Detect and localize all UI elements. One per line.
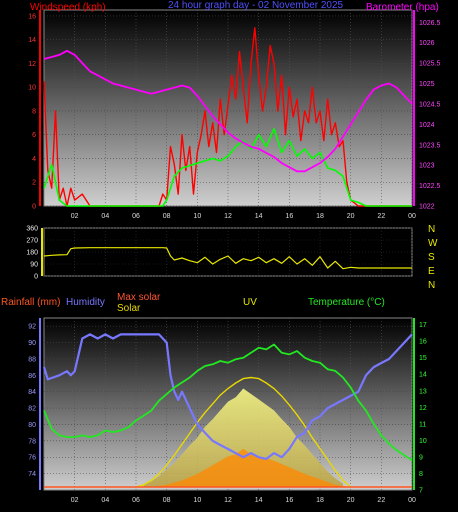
barometer-series-line <box>43 49 413 173</box>
temperature-tick-label: 14 <box>419 372 427 379</box>
windspeed-tick-label: 0 <box>32 204 36 211</box>
windspeed-tick-label: 14 <box>28 37 36 44</box>
time-tick-label: 02 <box>71 497 79 504</box>
time-tick-label: 08 <box>163 213 171 220</box>
compass-n-bottom: N <box>428 280 435 291</box>
temperature-tick-label: 8 <box>419 471 423 478</box>
barometer-tick-label: 1025.5 <box>419 61 441 68</box>
temperature-tick-label: 12 <box>419 405 427 412</box>
uv-series-area <box>151 448 351 487</box>
compass-w: W <box>428 238 438 249</box>
humidity-tick-label: 82 <box>28 406 36 413</box>
time-tick-label: 10 <box>193 213 201 220</box>
temperature-series-line <box>43 343 413 461</box>
humidity-series-line <box>42 333 413 460</box>
barometer-axis-title: Barometer (hpa) <box>366 2 439 13</box>
barometer-tick-label: 1025 <box>419 81 435 88</box>
time-tick-label: 16 <box>285 497 293 504</box>
humidity-tick-label: 78 <box>28 438 36 445</box>
direction-tick-label: 180 <box>26 250 38 257</box>
time-tick-label: 04 <box>101 497 109 504</box>
time-tick-label: 14 <box>255 213 263 220</box>
barometer-tick-label: 1026 <box>419 40 435 47</box>
time-tick-label: 08 <box>163 497 171 504</box>
humidity-axis-title: Humidity <box>66 297 105 308</box>
time-tick-label: 06 <box>132 213 140 220</box>
time-tick-label: 00 <box>408 213 416 220</box>
time-tick-label: 06 <box>132 497 140 504</box>
humidity-tick-label: 76 <box>28 455 36 462</box>
temperature-tick-label: 15 <box>419 355 427 362</box>
humidity-tick-label: 88 <box>28 356 36 363</box>
solar-series-area <box>143 388 343 487</box>
time-tick-label: 12 <box>224 213 232 220</box>
direction-tick-label: 0 <box>34 274 38 281</box>
windspeed-tick-label: 4 <box>32 156 36 163</box>
time-tick-label: 16 <box>285 213 293 220</box>
time-tick-label: 04 <box>101 213 109 220</box>
temperature-tick-label: 11 <box>419 421 426 428</box>
windspeed-tick-label: 8 <box>32 108 36 115</box>
direction-tick-label: 90 <box>30 262 38 269</box>
time-tick-label: 20 <box>347 497 355 504</box>
barometer-tick-label: 1023 <box>419 163 435 170</box>
barometer-tick-label: 1022 <box>419 204 435 211</box>
temperature-tick-label: 9 <box>419 454 423 461</box>
time-tick-label: 20 <box>347 213 355 220</box>
rainfall-axis-title: Rainfall (mm) <box>1 297 60 308</box>
temperature-tick-label: 13 <box>419 388 427 395</box>
direction-series-line <box>43 247 412 270</box>
time-tick-label: 18 <box>316 213 324 220</box>
humidity-tick-label: 86 <box>28 373 36 380</box>
compass-s: S <box>428 252 435 263</box>
time-tick-label: 14 <box>255 497 263 504</box>
windspeed-axis-title: Windspeed (kph) <box>30 2 106 13</box>
time-tick-label: 22 <box>377 213 385 220</box>
graph-title: 24 hour graph day - 02 November 2025 <box>168 0 344 11</box>
time-tick-label: 00 <box>408 497 416 504</box>
windspeed-tick-label: 16 <box>28 13 36 20</box>
humidity-tick-label: 92 <box>28 324 36 331</box>
time-tick-label: 02 <box>71 213 79 220</box>
barometer-tick-label: 1024 <box>419 122 435 129</box>
humidity-tick-label: 74 <box>28 471 36 478</box>
temperature-tick-label: 17 <box>419 322 427 329</box>
barometer-tick-label: 1026.5 <box>419 20 441 27</box>
temperature-axis-title: Temperature (°C) <box>308 297 385 308</box>
time-tick-label: 10 <box>193 497 201 504</box>
maxsolar-series-line <box>135 376 352 488</box>
temperature-tick-label: 7 <box>419 488 423 495</box>
temperature-tick-label: 10 <box>419 438 427 445</box>
windspeed-tick-label: 6 <box>32 132 36 139</box>
uv-label: UV <box>243 297 257 308</box>
compass-n-top: N <box>428 224 435 235</box>
solar-label: Solar <box>117 303 141 314</box>
humidity-tick-label: 90 <box>28 340 36 347</box>
windspeed-tick-label: 2 <box>32 180 36 187</box>
time-tick-label: 22 <box>377 497 385 504</box>
barometer-tick-label: 1022.5 <box>419 183 441 190</box>
direction-tick-label: 270 <box>26 238 38 245</box>
maxsolar-label: Max solar <box>117 292 161 303</box>
humidity-tick-label: 84 <box>28 389 36 396</box>
barometer-tick-label: 1024.5 <box>419 101 441 108</box>
windspeed-tick-label: 12 <box>28 61 36 68</box>
gust-series-line <box>43 128 412 207</box>
time-tick-label: 18 <box>316 497 324 504</box>
compass-e: E <box>428 266 435 277</box>
temperature-tick-label: 16 <box>419 339 427 346</box>
time-tick-label: 12 <box>224 497 232 504</box>
humidity-tick-label: 80 <box>28 422 36 429</box>
windspeed-tick-label: 10 <box>28 85 36 92</box>
barometer-tick-label: 1023.5 <box>419 142 441 149</box>
direction-tick-label: 360 <box>26 226 38 233</box>
